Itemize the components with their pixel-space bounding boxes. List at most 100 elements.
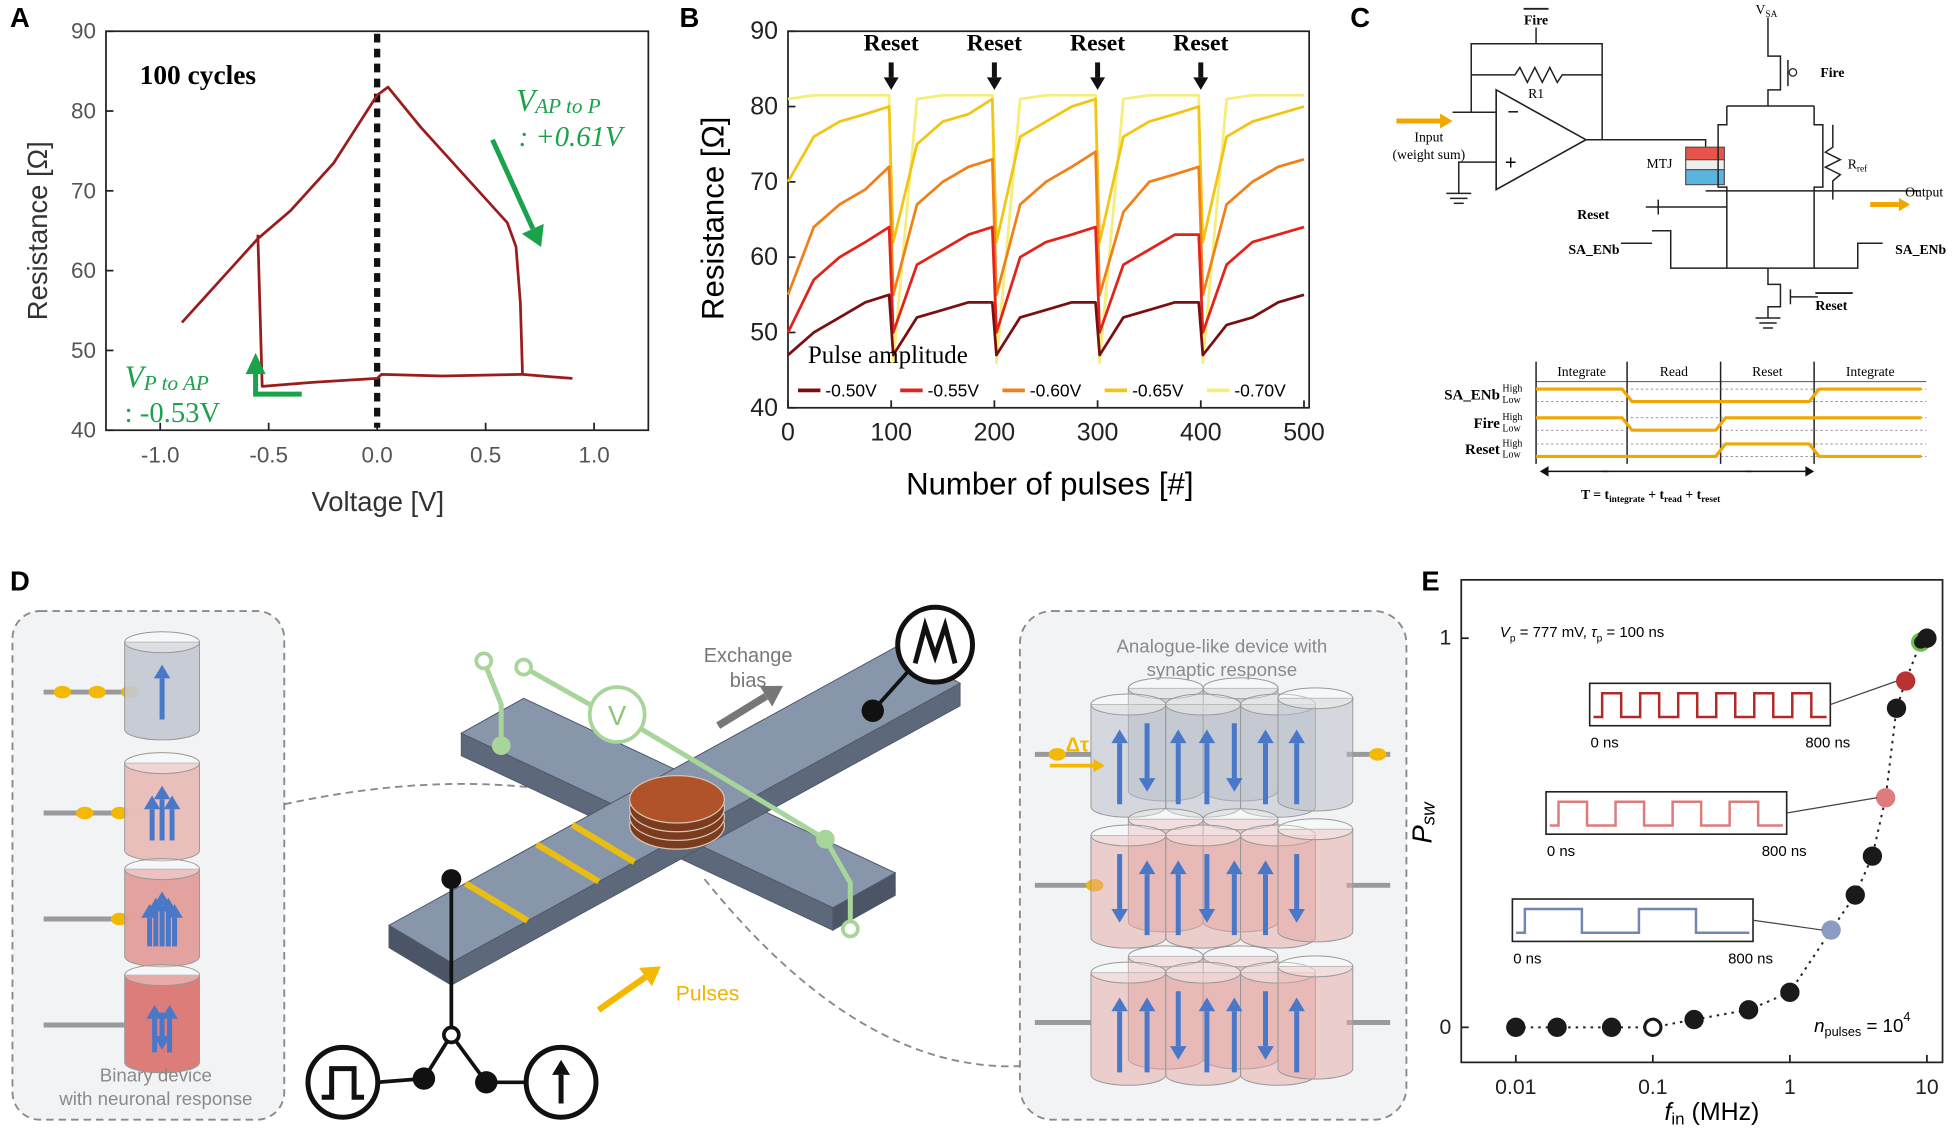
arrow: [490, 138, 536, 230]
wire: [1717, 106, 1728, 225]
spin-head: [1170, 729, 1187, 744]
y-tick-label: 80: [71, 99, 96, 124]
cylinder-top: [124, 964, 200, 987]
y-tick-label: 1: [1439, 627, 1451, 650]
y-axis-label: Psw: [1406, 801, 1438, 844]
level-label: High: [1502, 412, 1522, 423]
spin-head: [1198, 997, 1216, 1012]
arrow-head: [245, 352, 266, 375]
spin-head: [1198, 729, 1216, 744]
spin-head: [163, 795, 181, 810]
wire: [1652, 229, 1768, 269]
annotation: Exchange: [704, 645, 793, 667]
spin-head: [1170, 1046, 1187, 1060]
x-tick-label: 0: [781, 419, 795, 447]
green-wire: [640, 727, 853, 929]
detector-symbol: [912, 617, 958, 665]
device-box: [11, 610, 286, 1121]
spin-head: [1257, 1046, 1274, 1060]
plot-frame: [787, 30, 1311, 409]
circuit-label-part: ref: [1857, 164, 1868, 175]
pulse-dot: [76, 806, 94, 820]
wire: [1813, 106, 1824, 225]
annotation-part: V: [1500, 624, 1512, 641]
annotation-part: AP to P: [533, 94, 601, 118]
cylinder-top: [124, 631, 200, 654]
spin-head: [1226, 778, 1243, 792]
cylinder-top: [1090, 693, 1167, 716]
annotation: Reset: [1173, 31, 1228, 57]
arrow-head: [1193, 77, 1209, 90]
inset-label: 0 ns: [1513, 950, 1541, 967]
wire: [1471, 65, 1603, 85]
inset-connector: [1830, 680, 1898, 706]
cylinder-top: [1277, 818, 1354, 841]
spin-head: [1226, 997, 1243, 1012]
annotation-part: p: [1510, 633, 1516, 644]
circuit-label: R1: [1528, 86, 1544, 101]
op-amp-sign: +: [1505, 152, 1517, 174]
inset-frame: [1545, 790, 1788, 836]
terminal: [514, 657, 534, 677]
field-arrow-head: [552, 1059, 571, 1075]
spin-head: [146, 1005, 163, 1019]
arrow-head: [1090, 77, 1106, 90]
spin-head: [1288, 729, 1305, 744]
phase-label: Reset: [1752, 364, 1783, 379]
circuit-label: VSA: [1756, 1, 1778, 20]
cylinder: [1277, 965, 1354, 1080]
inset-connector: [1786, 797, 1878, 814]
caption: synaptic response: [1147, 659, 1298, 680]
node: [441, 869, 462, 890]
spin-head: [153, 785, 171, 800]
annotation-part: pulses: [1825, 1024, 1862, 1039]
phase-label: Integrate: [1557, 364, 1606, 379]
y-axis-label: Resistance [Ω]: [22, 141, 53, 320]
spin-head: [1226, 860, 1243, 875]
spin-head: [1138, 997, 1156, 1012]
y-axis-label-part: sw: [1417, 801, 1438, 825]
spin-head: [153, 664, 171, 679]
terminal: [491, 736, 511, 756]
signal-label: Reset: [1465, 442, 1500, 458]
node: [441, 1025, 461, 1045]
cylinder-top: [1165, 961, 1242, 984]
inset-label: 0 ns: [1547, 843, 1575, 860]
y-tick-label: 90: [71, 19, 96, 44]
node: [475, 1071, 498, 1094]
input-arrow-head: [1440, 113, 1453, 129]
phase-label: Integrate: [1846, 364, 1895, 379]
op-amp: [1495, 88, 1588, 191]
annotation: VAP to P: [516, 82, 601, 118]
disk-layer: [629, 774, 726, 824]
circuit-label: Output: [1905, 185, 1943, 200]
x-tick-label: 0.1: [1638, 1076, 1667, 1099]
x-axis-label: Voltage [V]: [312, 486, 445, 517]
x-tick-label: 10: [1915, 1076, 1939, 1099]
data-point: [1601, 1017, 1622, 1038]
y-tick-label: 60: [71, 258, 96, 283]
cylinder-top: [1090, 961, 1167, 984]
annotation-part: = 100 ns: [1602, 624, 1664, 641]
pulse-dot: [1368, 748, 1387, 761]
arrow-head: [521, 223, 544, 247]
x-tick-label: 300: [1077, 419, 1119, 447]
cylinder-top: [1165, 693, 1242, 716]
period-label-part: reset: [1701, 495, 1721, 505]
period-label-part: t: [1605, 486, 1610, 501]
pulse-symbol: [321, 1066, 365, 1100]
op-amp-sign: −: [1507, 101, 1519, 123]
y-tick-label: 80: [750, 93, 778, 121]
circuit-label: Reset: [1577, 207, 1609, 222]
period-arrow-head: [1539, 466, 1549, 477]
period-arrow-head: [1805, 466, 1815, 477]
spin-head: [1257, 729, 1274, 744]
arrow-head: [883, 77, 899, 90]
y-tick-label: 60: [750, 243, 778, 271]
circuit-label: Rref: [1848, 156, 1868, 175]
spin-head: [1170, 860, 1187, 875]
y-tick-label: 70: [71, 178, 96, 203]
arrow-head: [986, 77, 1002, 90]
cylinder-top: [1090, 824, 1167, 847]
